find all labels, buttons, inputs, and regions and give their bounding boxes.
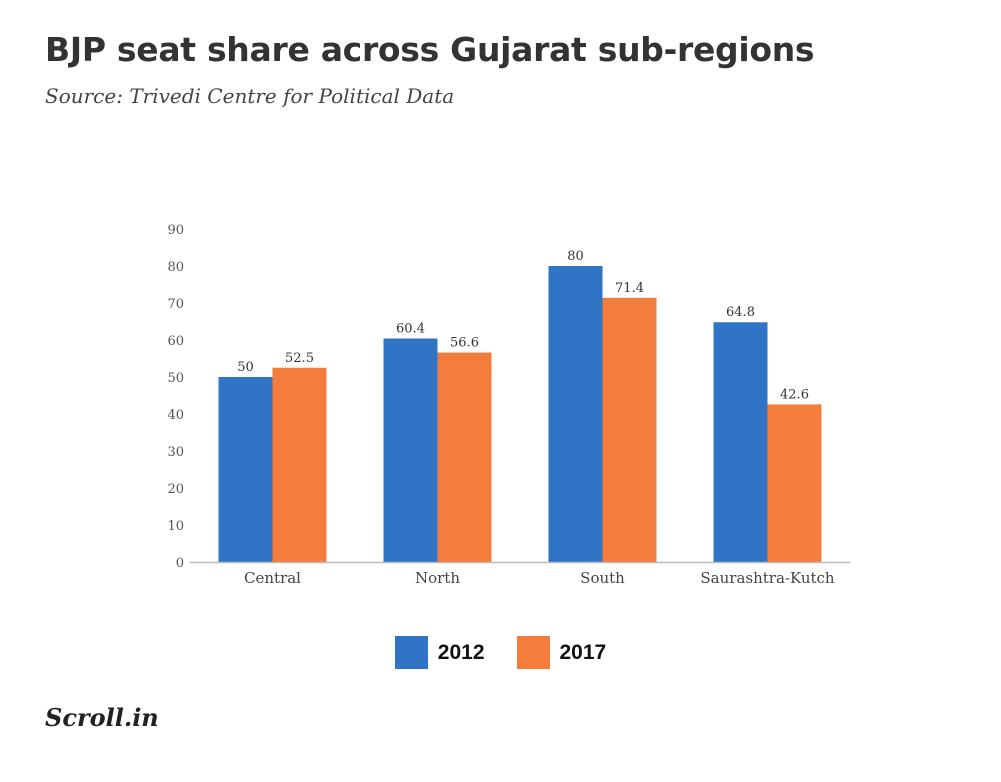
bar-2012-2 [548,266,603,562]
y-tick-label: 80 [167,260,184,275]
data-label: 64.8 [726,305,755,320]
chart-subtitle: Source: Trivedi Centre for Political Dat… [45,84,455,108]
bar-2012-3 [713,322,768,562]
data-label: 52.5 [285,351,314,366]
bar-2017-0 [272,367,327,562]
y-tick-label: 40 [167,408,184,423]
data-label: 42.6 [780,387,809,402]
legend-swatch-2012 [394,636,428,669]
y-tick-label: 10 [167,519,184,534]
bar-2012-0 [218,377,273,562]
x-category-label: Central [244,569,301,587]
y-tick-label: 20 [167,482,184,497]
y-tick-label: 50 [167,371,184,386]
chart-title: BJP seat share across Gujarat sub-region… [45,30,815,69]
data-label: 71.4 [615,281,644,296]
x-category-label: North [415,569,460,587]
legend-label-2012: 2012 [437,640,485,664]
legend-item-2012: 2012 [394,636,485,669]
scroll-logo: Scroll.in [45,703,159,732]
y-tick-label: 60 [167,334,184,349]
data-label: 60.4 [396,322,425,337]
legend-swatch-2017 [516,636,550,669]
y-tick-label: 30 [167,445,184,460]
data-label: 50 [237,360,254,375]
y-tick-label: 70 [167,297,184,312]
y-tick-label: 90 [167,223,184,238]
legend-item-2017: 2017 [516,636,607,669]
x-category-label: Saurashtra-Kutch [700,569,835,587]
x-category-label: South [580,569,625,587]
legend: 2012 2017 [0,636,1001,669]
bar-2017-1 [437,352,492,562]
y-tick-label: 0 [176,556,184,571]
data-label: 56.6 [450,336,479,351]
legend-label-2017: 2017 [559,640,607,664]
bar-2017-2 [602,297,657,562]
data-label: 80 [567,249,584,264]
bar-2012-1 [383,338,438,562]
bar-2017-3 [767,404,822,562]
